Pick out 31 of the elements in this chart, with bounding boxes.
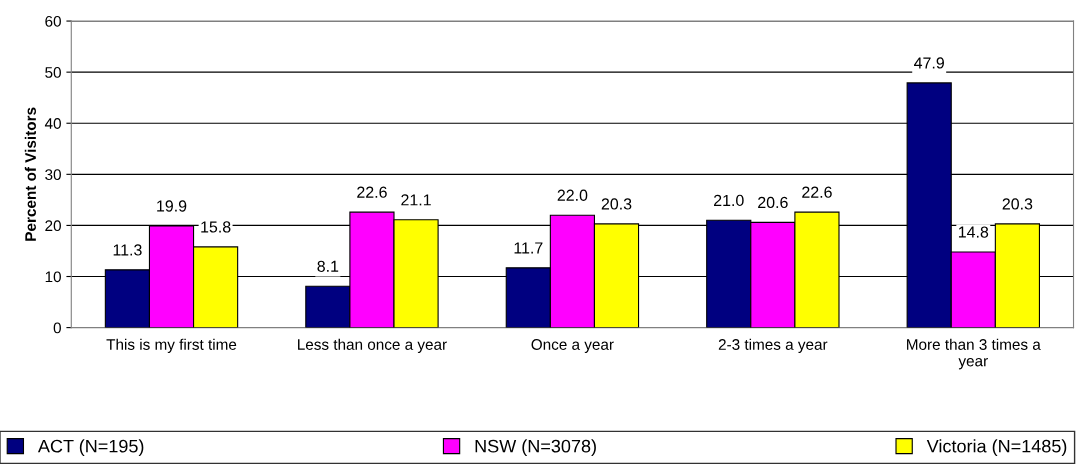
y-tick-label: 40 — [44, 118, 61, 129]
y-tick-label: 50 — [45, 67, 61, 78]
legend-label: NSW (N=3078) — [475, 439, 596, 457]
data-label: 20.3 — [601, 198, 632, 210]
legend-label: Victoria (N=1485) — [926, 439, 1067, 457]
x-tick-label: Less than once a year — [298, 338, 447, 353]
data-label: 21.1 — [401, 194, 431, 206]
x-tick-label: This is my first time — [106, 338, 237, 353]
data-label: 22.6 — [357, 186, 387, 198]
data-label: 20.6 — [758, 196, 788, 209]
data-label: 14.8 — [958, 226, 989, 238]
x-tick-label: Once a year — [531, 339, 614, 353]
data-label: 11.7 — [514, 242, 543, 254]
data-label: 8.1 — [317, 260, 339, 272]
y-tick-label: 10 — [45, 271, 61, 283]
data-label: 47.9 — [914, 57, 944, 69]
y-tick-label: 30 — [45, 169, 61, 181]
data-label: 22.6 — [802, 186, 832, 198]
data-label: 22.0 — [557, 189, 588, 201]
y-tick-label: 20 — [45, 220, 61, 232]
data-label: 19.9 — [157, 200, 187, 212]
data-label: 15.8 — [201, 221, 231, 233]
legend-label: ACT (N=195) — [37, 439, 144, 457]
data-label: 20.3 — [1002, 198, 1033, 210]
y-tick-label: 60 — [45, 15, 61, 27]
data-label: 21.0 — [714, 194, 744, 207]
y-axis-title: Percent of Visitors — [24, 107, 36, 241]
data-label: 11.3 — [113, 244, 142, 256]
x-tick-label: More than 3 times a year — [907, 338, 1041, 370]
x-tick-label: 2-3 times a year — [718, 338, 828, 353]
y-tick-label: 0 — [53, 322, 61, 334]
